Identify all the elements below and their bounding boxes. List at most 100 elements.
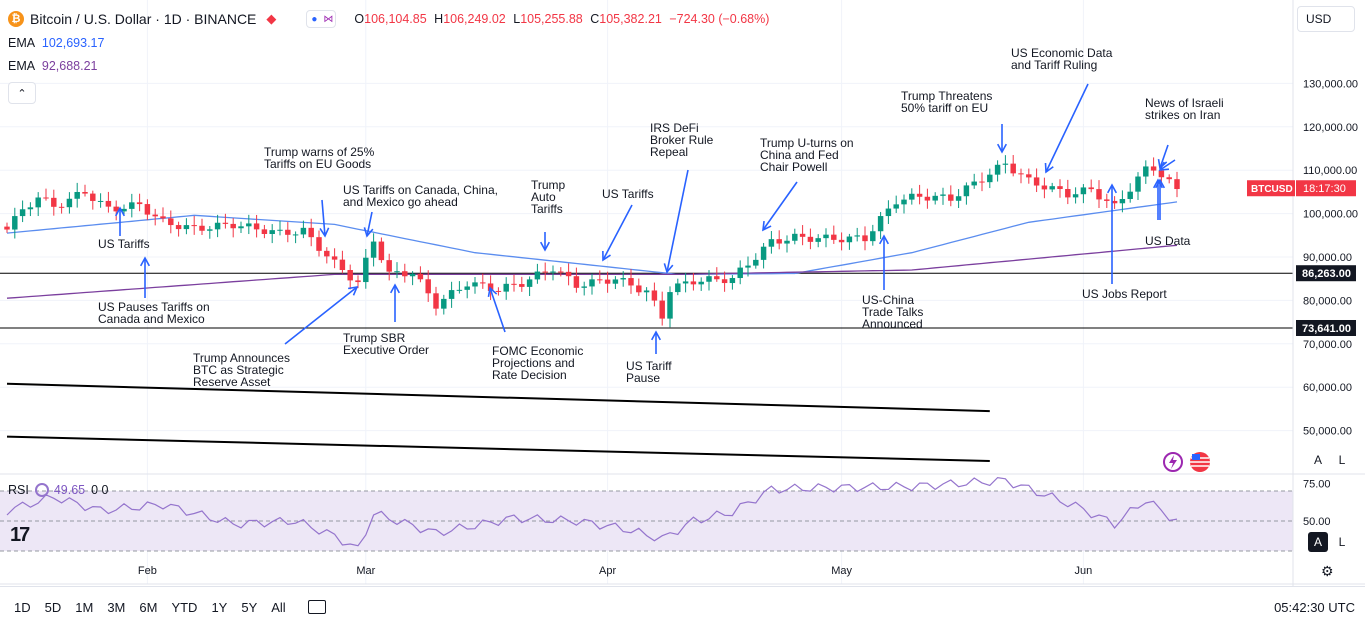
rsi-log-button[interactable]: L: [1338, 535, 1346, 549]
symbol-title[interactable]: Bitcoin / U.S. Dollar · 1D · BINANCE: [30, 11, 257, 27]
candle-body: [831, 234, 837, 240]
candle-body: [199, 225, 205, 231]
candle-body: [612, 279, 619, 284]
candle-body: [12, 216, 18, 230]
candle-body: [191, 225, 197, 227]
header-buttons[interactable]: ● ⋈: [306, 10, 337, 28]
candle-body: [409, 273, 416, 277]
annotation-arrow: [1045, 83, 1089, 173]
candle-body: [74, 191, 80, 199]
rsi-auto-button[interactable]: A: [1308, 532, 1328, 552]
candle-body: [987, 174, 993, 183]
arrow-head: [996, 143, 1008, 154]
rsi-pane: [0, 473, 1365, 552]
ema-slow-legend[interactable]: EMA 92,688.21: [8, 59, 98, 73]
log-scale-button[interactable]: L: [1338, 453, 1346, 467]
candle-body: [659, 300, 665, 319]
candle-body: [51, 197, 57, 207]
candle-body: [932, 195, 938, 201]
collapse-legend-button[interactable]: ⌃: [8, 82, 36, 104]
candle-body: [948, 194, 954, 201]
timeframe-6m[interactable]: 6M: [139, 599, 158, 615]
annotation-label: US Tariff Pause: [626, 359, 672, 385]
timeframe-3m[interactable]: 3M: [107, 599, 126, 615]
price-tick-label: 80,000.00: [1303, 295, 1352, 307]
candle-body: [784, 240, 790, 244]
rsi-settings-icon[interactable]: [34, 483, 49, 497]
dot-icon[interactable]: ●: [311, 13, 318, 25]
annotation-label: Trump Auto Tariffs: [531, 178, 566, 216]
candle-body: [183, 225, 190, 230]
price-tick-label: 90,000.00: [1303, 252, 1352, 264]
annotation-arrow: [366, 211, 373, 237]
candle-body: [1018, 173, 1024, 175]
candle-body: [285, 229, 291, 235]
candle-body: [43, 197, 49, 199]
symbol-tag: [1247, 180, 1295, 197]
candle-body: [253, 223, 260, 230]
price-tick-label: 50,000.00: [1303, 426, 1352, 438]
candle-body: [277, 229, 283, 231]
rsi-tick-label: 50.00: [1303, 516, 1331, 528]
annotation-arrow: [602, 204, 633, 261]
candle-body: [1080, 187, 1087, 195]
trendline: [6, 382, 990, 413]
candle-body: [1127, 191, 1133, 199]
timeframe-5y[interactable]: 5Y: [241, 599, 258, 615]
candle-body: [511, 283, 517, 285]
timeframe-all[interactable]: All: [271, 599, 286, 615]
candle-body: [246, 223, 252, 227]
share-icon[interactable]: ⋈: [323, 13, 334, 25]
price-tick-label: 120,000.00: [1303, 122, 1358, 134]
candle-body: [105, 200, 112, 207]
annotation-label: US Data: [1145, 234, 1191, 248]
candle-body: [893, 204, 899, 209]
timeframe-ytd[interactable]: YTD: [171, 599, 198, 615]
candle-body: [862, 235, 868, 242]
rsi-legend[interactable]: RSI 49.65 0 0: [8, 483, 109, 497]
candle-body: [963, 185, 970, 197]
candle-body: [269, 230, 275, 234]
annotation-label: Trump Announces BTC as Strategic Reserve A…: [193, 351, 290, 389]
timeframe-1m[interactable]: 1M: [75, 599, 94, 615]
candle-body: [1026, 174, 1032, 178]
currency-select[interactable]: USD: [1297, 6, 1355, 32]
timeframe-1y[interactable]: 1Y: [211, 599, 228, 615]
clock[interactable]: 05:42:30 UTC: [1274, 599, 1355, 615]
candle-body: [503, 283, 509, 292]
annotation-label: FOMC Economic Projections and Rate Decisio…: [492, 344, 583, 382]
event-icons[interactable]: [1160, 451, 1220, 473]
candle-body: [58, 206, 65, 208]
flag-icon[interactable]: ◆: [266, 11, 277, 26]
annotation-arrow: [762, 181, 798, 231]
candle-body: [386, 260, 392, 272]
candle-body: [480, 282, 486, 284]
candle-body: [1057, 186, 1063, 190]
timeframe-1d[interactable]: 1D: [14, 599, 31, 615]
calendar-icon[interactable]: [307, 600, 326, 614]
candle-body: [27, 207, 34, 210]
settings-gear-icon[interactable]: ⚙: [1321, 563, 1334, 579]
candle-body: [113, 206, 119, 212]
candle-body: [815, 238, 821, 242]
level-price-text: 86,263.00: [1302, 268, 1351, 280]
candle-body: [620, 278, 626, 280]
candle-body: [464, 286, 470, 290]
level-price-text: 73,641.00: [1302, 323, 1351, 335]
candle-body: [456, 289, 463, 291]
timeframe-5d[interactable]: 5D: [44, 599, 62, 615]
candle-body: [573, 276, 580, 288]
candle-body: [1150, 166, 1157, 171]
candle-body: [222, 222, 229, 224]
annotation-label: News of Israeli strikes on Iran: [1145, 96, 1224, 122]
price-tick-label: 60,000.00: [1303, 382, 1352, 394]
ema-fast-legend[interactable]: EMA 102,693.17: [8, 36, 105, 50]
annotation-arrow: [1159, 144, 1169, 169]
auto-scale-button[interactable]: A: [1313, 453, 1322, 467]
arrow-head: [539, 241, 551, 252]
candle-body: [402, 271, 408, 277]
candle-body: [207, 229, 213, 231]
candle-body: [347, 270, 353, 281]
arrow-head: [139, 256, 151, 267]
